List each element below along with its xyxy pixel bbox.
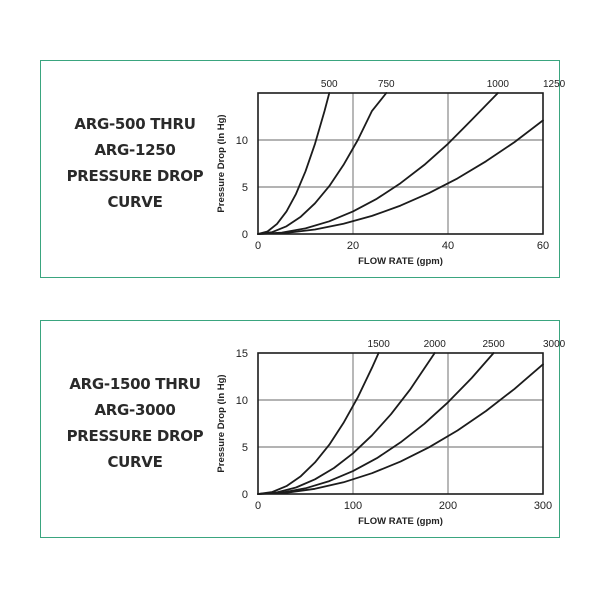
series-line-1000: [257, 92, 499, 235]
caption-line: ARG-1250: [94, 141, 176, 159]
y-tick-label: 0: [242, 489, 248, 501]
caption-line: ARG-1500 THRU: [69, 375, 201, 393]
series-line-2000: [257, 352, 436, 495]
series-line-3000: [257, 363, 544, 495]
x-tick-label: 300: [534, 500, 552, 512]
series-label-1250: 1250: [543, 79, 566, 90]
x-tick-label: 60: [537, 240, 549, 252]
y-axis-label: Pressure Drop (In Hg): [216, 114, 227, 212]
y-tick-label: 15: [236, 348, 248, 360]
series-label-500: 500: [321, 79, 338, 90]
series-label-750: 750: [378, 79, 395, 90]
y-axis-label: Pressure Drop (In Hg): [216, 374, 227, 472]
x-tick-label: 200: [439, 500, 457, 512]
x-tick-label: 100: [344, 500, 362, 512]
caption-line: ARG-500 THRU: [74, 115, 196, 133]
x-tick-label: 20: [347, 240, 359, 252]
y-tick-label: 0: [242, 229, 248, 241]
y-tick-label: 5: [242, 442, 248, 454]
caption-line: PRESSURE DROP: [66, 427, 204, 445]
series-line-1250: [257, 119, 544, 235]
series-line-750: [257, 92, 388, 235]
series-line-2500: [257, 352, 495, 495]
series-label-1500: 1500: [368, 339, 391, 350]
series-line-1500: [257, 352, 380, 495]
caption-line: CURVE: [107, 453, 163, 471]
pressure-drop-chart-1: 500 750 1000 1250 0 20 40 60 0 5 10 FLOW RATE (gpm)…: [216, 79, 566, 267]
series-label-1000: 1000: [487, 79, 510, 90]
series-label-2000: 2000: [424, 339, 447, 350]
y-tick-label: 5: [242, 182, 248, 194]
plot-frame: [257, 352, 544, 495]
chart-panel-2: ARG-1500 THRU ARG-3000 PRESSURE DROP CUR…: [40, 320, 566, 538]
chart-caption-1: ARG-500 THRU ARG-1250 PRESSURE DROP CURV…: [55, 111, 215, 215]
x-tick-label: 0: [255, 500, 261, 512]
y-tick-label: 10: [236, 395, 248, 407]
series-line-500: [257, 92, 331, 235]
chart-caption-2: ARG-1500 THRU ARG-3000 PRESSURE DROP CUR…: [55, 371, 215, 475]
caption-line: CURVE: [107, 193, 163, 211]
caption-line: PRESSURE DROP: [66, 167, 204, 185]
x-tick-label: 0: [255, 240, 261, 252]
chart-panel-1: ARG-500 THRU ARG-1250 PRESSURE DROP CURV…: [40, 60, 566, 278]
plot-frame: [257, 92, 544, 235]
x-tick-label: 40: [442, 240, 454, 252]
caption-line: ARG-3000: [94, 401, 176, 419]
y-tick-label: 10: [236, 135, 248, 147]
series-label-2500: 2500: [482, 339, 505, 350]
series-label-3000: 3000: [543, 339, 566, 350]
x-axis-label: FLOW RATE (gpm): [358, 516, 443, 527]
x-axis-label: FLOW RATE (gpm): [358, 256, 443, 267]
